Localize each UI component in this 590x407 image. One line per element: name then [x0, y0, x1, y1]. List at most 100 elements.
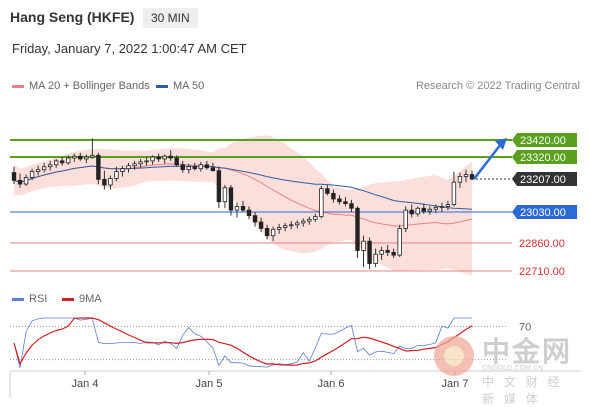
candle — [391, 248, 396, 258]
level-label-last: 23207.00 — [512, 172, 577, 186]
candle — [192, 162, 197, 171]
candle — [29, 168, 35, 181]
chart-title: Hang Seng (HKFE) — [10, 9, 135, 25]
candle — [144, 157, 149, 166]
candle — [373, 248, 378, 268]
candle — [246, 206, 252, 220]
watermark: 中金网 CNGOLD.COM.CN 中 文 财 经 新 媒 体 — [432, 330, 582, 406]
level-label-text: 23207.00 — [520, 174, 566, 186]
level-label-resistance: 23420.00 — [512, 133, 577, 147]
x-tick-label: Jan 4 — [72, 378, 99, 390]
candle — [415, 206, 420, 217]
timeframe-badge[interactable]: 30 MIN — [143, 8, 198, 28]
candle — [349, 199, 354, 212]
x-tick-label: Jan 6 — [318, 378, 345, 390]
legend-ma50: MA 50 — [156, 80, 204, 92]
candle — [301, 218, 306, 227]
candle — [198, 161, 204, 172]
candlesticks — [11, 138, 475, 270]
candle — [397, 224, 402, 257]
candle — [150, 155, 155, 165]
candle — [409, 204, 414, 218]
legend-rsi-swatch — [12, 297, 24, 301]
candle — [307, 216, 312, 225]
rsi-level-label: 70 — [519, 321, 531, 333]
candle — [66, 155, 71, 165]
candle — [439, 202, 445, 212]
credit-text: Research © 2022 Trading Central — [415, 80, 580, 92]
candle — [313, 213, 318, 223]
legend-9ma-swatch — [62, 297, 74, 301]
candle — [276, 223, 282, 234]
legend-ma50-label: MA 50 — [173, 80, 205, 92]
candle — [240, 200, 246, 212]
level-label-bg — [512, 205, 577, 219]
candle — [17, 173, 23, 188]
candle — [295, 220, 300, 229]
level-label-pivot: 23030.00 — [512, 205, 577, 219]
forecast-arrow — [473, 138, 507, 180]
level-label-text: 23030.00 — [520, 207, 566, 219]
candle — [379, 246, 384, 260]
candle — [186, 163, 191, 174]
candle — [337, 195, 342, 205]
candle — [138, 158, 143, 168]
candle — [421, 203, 426, 214]
candle — [355, 206, 360, 258]
candle — [204, 160, 210, 170]
legend-ma20-swatch — [12, 84, 24, 88]
candle — [180, 160, 185, 173]
legend-9ma: 9MA — [62, 293, 102, 305]
candle — [228, 184, 234, 216]
candle — [114, 166, 119, 182]
candle — [264, 224, 270, 240]
candle — [457, 172, 463, 188]
candle — [23, 174, 29, 186]
x-axis: Jan 4 Jan 5 Jan 6 Jan 7 — [9, 370, 580, 398]
candle — [343, 197, 348, 207]
legend-9ma-label: 9MA — [79, 293, 102, 305]
candle — [367, 237, 372, 270]
forecast-arrow-head — [495, 138, 507, 150]
candle — [126, 162, 131, 173]
level-label-text: 23320.00 — [520, 152, 566, 164]
level-label-resistance: 23320.00 — [512, 150, 577, 164]
candle — [427, 206, 433, 215]
rsi-panel: 70 — [10, 317, 531, 369]
watermark-url: CNGOLD.COM.CN — [482, 364, 544, 372]
watermark-logo-icon — [434, 336, 474, 376]
candle — [385, 244, 390, 257]
candle — [96, 152, 101, 185]
candle — [258, 217, 264, 233]
candle — [132, 160, 137, 170]
x-tick-label: Jan 5 — [196, 378, 223, 390]
candle — [60, 157, 65, 166]
candle — [168, 150, 173, 161]
rsi-line — [13, 317, 472, 369]
candle — [120, 165, 125, 177]
level-label-support: 22710.00 — [519, 266, 565, 278]
candle — [210, 162, 216, 172]
legend-ma20-label: MA 20 + Bollinger Bands — [29, 80, 150, 92]
candle — [102, 170, 107, 190]
candle — [47, 160, 53, 171]
candle — [403, 206, 408, 233]
level-labels: 23420.00 23320.00 23207.00 23030.00 22860.00… — [512, 133, 577, 278]
legend-ma20: MA 20 + Bollinger Bands — [12, 80, 150, 92]
legend-rsi: RSI — [12, 293, 47, 305]
candle — [361, 235, 366, 268]
candle — [270, 226, 276, 242]
candle — [469, 170, 475, 181]
forecast-arrow-shaft — [473, 143, 502, 180]
level-label-bg — [512, 150, 577, 164]
candle — [72, 153, 77, 162]
ma50-line — [13, 165, 473, 210]
candle — [451, 171, 457, 207]
candle — [53, 158, 59, 168]
level-label-bg — [512, 133, 577, 147]
candle — [433, 204, 439, 213]
candle — [41, 162, 47, 173]
level-label-support: 22860.00 — [519, 238, 565, 250]
candle — [84, 154, 89, 163]
